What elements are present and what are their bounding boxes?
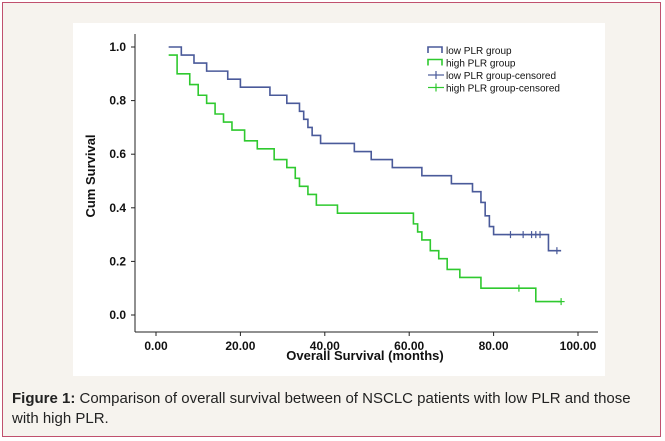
y-tick-label: 0.0: [109, 308, 126, 322]
x-tick-label: 60.00: [394, 339, 424, 353]
x-axis-label: Overall Survival (months): [286, 348, 444, 363]
x-tick-label: 100.00: [560, 339, 597, 353]
series-line-high-plr: [168, 54, 562, 303]
legend-label: high PLR group-censored: [446, 84, 560, 95]
y-tick-label: 0.6: [109, 147, 126, 161]
x-tick-label: 80.00: [479, 339, 509, 353]
series-line-low-plr: [168, 46, 562, 252]
y-axis-label: Cum Survival: [83, 134, 98, 217]
caption-label: Figure 1:: [12, 390, 76, 407]
chart-axes: 0.0 0.2 0.4 0.6 0.8 1.0 0.00 20.00 40.00 60.00 80.…: [109, 34, 598, 353]
y-tick-label: 0.2: [109, 254, 126, 268]
legend-label: low PLR group: [446, 46, 512, 57]
x-tick-label: 0.00: [144, 339, 168, 353]
caption-text: Comparison of overall survival between o…: [12, 390, 631, 427]
y-tick-label: 0.4: [109, 201, 126, 215]
legend-label: low PLR group-censored: [446, 71, 556, 82]
x-tick-label: 20.00: [225, 339, 255, 353]
legend-symbol: [427, 58, 443, 66]
legend-label: high PLR group: [446, 59, 516, 70]
figure-frame: [2, 2, 661, 437]
x-tick-label: 40.00: [310, 339, 340, 353]
y-tick-label: 0.8: [109, 94, 126, 108]
y-tick-label: 1.0: [109, 40, 126, 54]
figure-caption: Figure 1: Comparison of overall survival…: [12, 389, 652, 429]
survival-curves: [168, 46, 565, 306]
chart-panel: [73, 23, 605, 376]
legend-symbol: [427, 46, 443, 53]
